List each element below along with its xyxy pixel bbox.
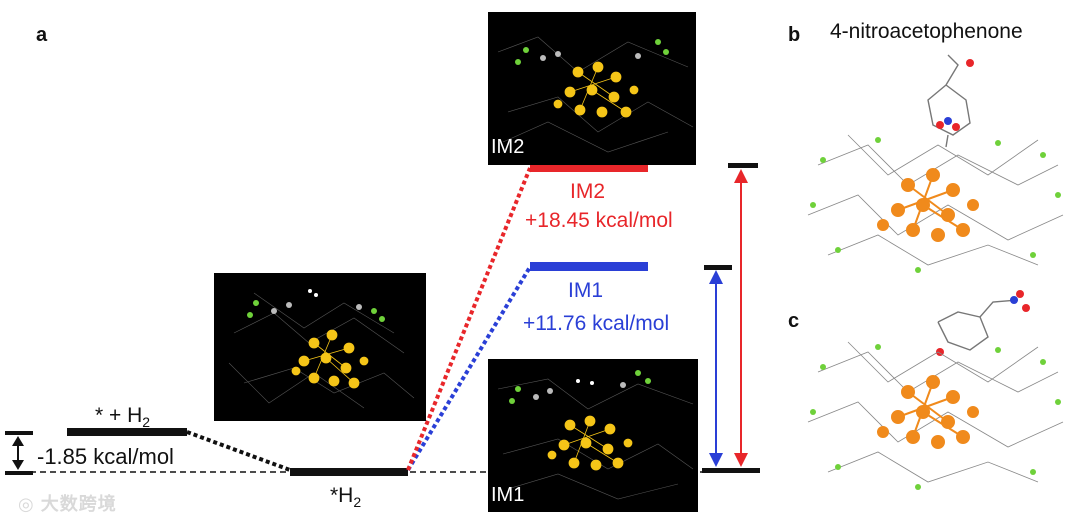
panel-letter-c: c <box>788 310 800 332</box>
level-im2 <box>530 163 648 172</box>
connector-adsorbed-im2 <box>406 167 532 471</box>
watermark-text: 大数跨境 <box>40 494 117 514</box>
im2-image-tag: IM2 <box>491 136 525 158</box>
oxygen-atom-icon <box>936 121 944 129</box>
panel-letter-a: a <box>36 24 48 46</box>
bracket-arrow-up <box>12 436 24 446</box>
structure-image-im1: IM1 <box>488 359 698 512</box>
oxygen-atom-icon <box>966 59 974 67</box>
label-im2-name: IM2 <box>570 180 606 203</box>
im2-arrow-down <box>734 453 748 467</box>
structure-image-adsorbed <box>214 273 426 421</box>
bracket-arrow-down <box>12 460 24 470</box>
nitrogen-atom-icon <box>944 117 952 125</box>
molecule-title: 4-nitroacetophenone <box>830 20 1023 43</box>
structure-render-b <box>807 54 1064 273</box>
right-bar-im1 <box>704 265 732 270</box>
connector-adsorbed-im1 <box>406 265 532 472</box>
label-initial-main: * + H <box>95 404 143 427</box>
label-adsorbed-sub: 2 <box>353 494 362 511</box>
label-im2-energy: +18.45 kcal/mol <box>525 209 673 232</box>
level-initial <box>67 428 187 436</box>
label-im1-name: IM1 <box>568 279 604 302</box>
structure-render-c <box>807 290 1064 490</box>
label-initial: * + H2 <box>95 404 150 430</box>
label-adsorbed: *H2 <box>330 484 361 510</box>
nitrogen-atom-icon <box>1010 296 1018 304</box>
watermark: ◎ 大数跨境 <box>18 490 117 516</box>
im2-arrow-up <box>734 169 748 183</box>
im1-arrow-down <box>709 453 723 467</box>
connector-initial-adsorbed <box>186 430 291 472</box>
im1-image-tag: IM1 <box>491 484 525 506</box>
cluster-render-adsorbed <box>228 289 415 409</box>
watermark-logo-icon: ◎ <box>18 494 35 514</box>
cluster-render-im1 <box>497 370 694 500</box>
oxygen-atom-icon <box>1022 304 1030 312</box>
im1-arrow-up <box>709 270 723 284</box>
label-initial-energy: -1.85 kcal/mol <box>37 444 174 469</box>
right-bar-base <box>702 468 760 473</box>
cluster-render-im2 <box>497 36 694 153</box>
label-initial-sub: 2 <box>142 414 151 431</box>
level-adsorbed <box>290 468 408 476</box>
label-adsorbed-main: *H <box>330 484 354 507</box>
oxygen-atom-icon <box>952 123 960 131</box>
level-im1 <box>530 262 648 271</box>
panel-letter-b: b <box>788 24 801 46</box>
right-bar-im2 <box>728 163 758 168</box>
oxygen-atom-icon <box>1016 290 1024 298</box>
structure-image-im2: IM2 <box>488 12 696 165</box>
label-im1-energy: +11.76 kcal/mol <box>523 312 670 335</box>
